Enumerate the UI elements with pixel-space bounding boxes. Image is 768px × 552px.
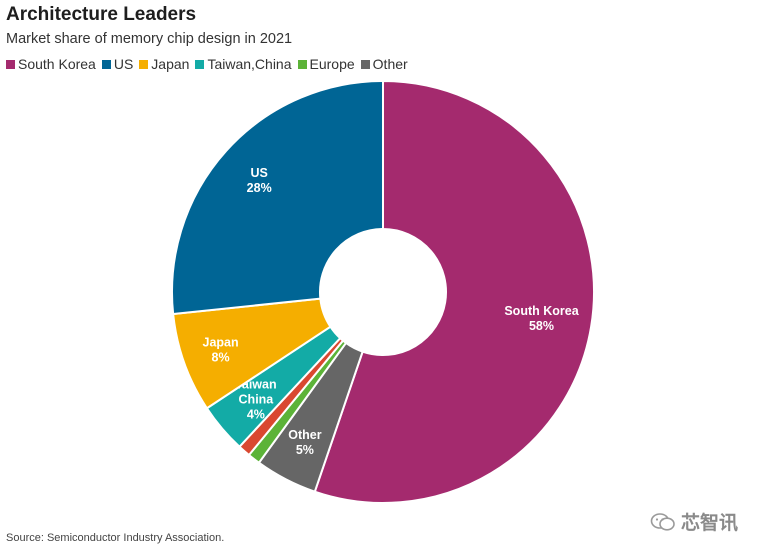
legend-item: Japan — [139, 56, 189, 72]
legend-label: Other — [372, 56, 408, 72]
legend-item: Other — [360, 56, 408, 72]
legend-swatch — [297, 59, 307, 69]
legend-swatch — [101, 59, 111, 69]
legend-label: Japan — [151, 56, 190, 72]
chart-title: Architecture Leaders — [6, 4, 197, 25]
legend-swatch — [360, 59, 370, 69]
slice-label: Other 5% — [288, 428, 321, 457]
wechat-logo-icon — [650, 512, 675, 531]
legend-label: Europe — [309, 56, 355, 72]
legend-swatch — [195, 59, 205, 69]
legend-swatch — [139, 59, 149, 69]
slice-label: Japan 8% — [203, 336, 239, 365]
legend-label: South Korea — [18, 56, 96, 72]
pie-slice — [313, 79, 595, 504]
chart-legend: South Korea US Japan Taiwan,China Europe Othe… — [6, 56, 414, 72]
legend-label: US — [113, 56, 134, 72]
slice-label: US 28% — [247, 166, 272, 195]
legend-item: South Korea — [6, 56, 96, 72]
legend-label: Taiwan,China — [207, 56, 292, 72]
watermark-text: 芯智讯 — [681, 513, 739, 534]
watermark: 芯智讯 — [650, 508, 738, 535]
legend-item: US — [101, 56, 134, 72]
slice-label: South Korea 58% — [504, 304, 579, 333]
chart-subtitle: Market share of memory chip design in 20… — [6, 31, 293, 47]
legend-swatch — [6, 59, 15, 69]
source-note: Source: Semiconductor Industry Associati… — [6, 532, 225, 544]
legend-item: Europe — [297, 56, 355, 72]
pie-slice — [171, 79, 384, 316]
legend-item: Taiwan,China — [195, 56, 292, 72]
